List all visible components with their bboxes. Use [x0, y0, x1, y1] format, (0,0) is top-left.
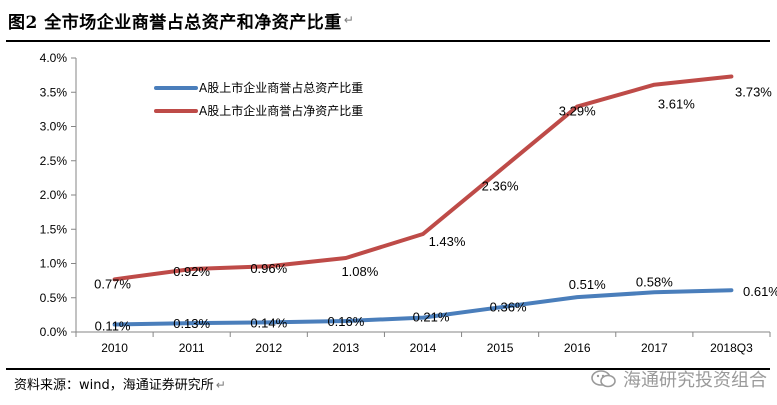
- y-tick-label: 0.0%: [40, 325, 68, 339]
- wechat-icon: [591, 370, 616, 388]
- y-tick-label: 1.0%: [40, 257, 68, 271]
- paragraph-mark-icon: ↵: [215, 378, 226, 392]
- watermark: 海通研究投资组合: [591, 366, 767, 392]
- paragraph-mark-icon: ↵: [343, 13, 354, 27]
- y-tick-label: 4.0%: [40, 51, 68, 65]
- source-text: 资料来源：wind，海通证券研究所: [14, 378, 214, 393]
- x-tick-label: 2018Q3: [710, 341, 753, 355]
- x-tick-label: 2015: [487, 341, 514, 355]
- legend-label-2: A股上市企业商誉占净资产比重: [199, 103, 363, 118]
- title-rule: [6, 40, 770, 42]
- legend-label-1: A股上市企业商誉占总资产比重: [199, 80, 363, 95]
- series-line-1: [112, 288, 734, 327]
- x-tick-label: 2012: [255, 341, 282, 355]
- y-tick-label: 3.0%: [40, 120, 68, 134]
- data-label: 0.16%: [327, 314, 364, 329]
- data-label: 0.11%: [95, 318, 131, 333]
- data-label: 0.36%: [490, 299, 527, 314]
- data-label: 0.13%: [173, 316, 210, 331]
- data-label: 1.08%: [341, 264, 378, 279]
- y-tick-label: 2.5%: [40, 154, 68, 168]
- data-label: 3.61%: [658, 97, 695, 112]
- data-label: 0.92%: [173, 264, 210, 279]
- x-tick-label: 2016: [564, 341, 591, 355]
- data-label: 3.29%: [559, 104, 596, 119]
- x-tick-label: 2017: [641, 341, 668, 355]
- y-tick-label: 0.5%: [40, 291, 68, 305]
- y-tick-label: 3.5%: [40, 85, 68, 99]
- data-label: 0.61%: [743, 284, 777, 299]
- source-note: 资料来源：wind，海通证券研究所 ↵: [14, 374, 226, 393]
- x-tick-label: 2010: [101, 341, 128, 355]
- data-label: 0.14%: [250, 315, 287, 330]
- data-label: 2.36%: [482, 178, 519, 193]
- data-label: 0.77%: [94, 276, 131, 291]
- x-tick-label: 2013: [333, 341, 360, 355]
- x-tick-label: 2014: [410, 341, 437, 355]
- x-tick-label: 2011: [179, 341, 205, 355]
- data-label: 0.21%: [413, 310, 450, 325]
- watermark-text: 海通研究投资组合: [623, 370, 767, 391]
- data-label: 3.73%: [735, 84, 772, 99]
- y-tick-label: 1.5%: [40, 222, 68, 236]
- series-line-2: [112, 74, 734, 282]
- data-label: 0.96%: [250, 261, 287, 276]
- data-label: 1.43%: [429, 234, 466, 249]
- data-label: 0.51%: [569, 277, 606, 292]
- figure-title: 图2 全市场企业商誉占总资产和净资产比重: [8, 12, 342, 33]
- data-label: 0.58%: [636, 274, 673, 289]
- line-chart: 0.0% 0.5% 1.0% 1.5% 2.0% 2.5% 3.0% 3.5% 4.0% 2010…: [40, 51, 777, 355]
- source-rule: [6, 368, 770, 370]
- y-tick-label: 2.0%: [40, 188, 68, 202]
- figure-title-bar: 图2 全市场企业商誉占总资产和净资产比重 ↵: [0, 0, 777, 40]
